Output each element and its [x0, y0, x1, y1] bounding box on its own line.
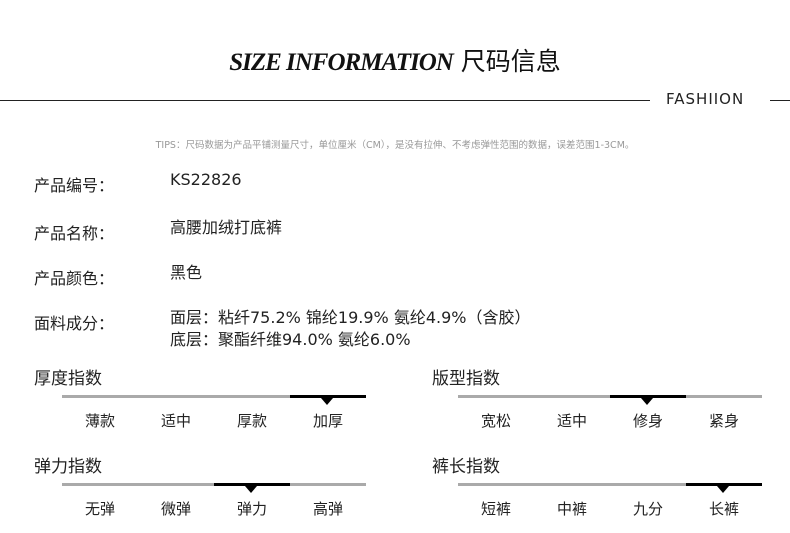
info-key: 产品名称： — [34, 224, 115, 243]
info-key: 产品颜色： — [34, 269, 115, 288]
index-title: 弹力指数 — [34, 457, 102, 477]
divider-right — [770, 100, 790, 101]
index-option: 薄款 — [84, 412, 115, 430]
index-option: 宽松 — [480, 412, 511, 430]
index-marker — [290, 395, 366, 405]
title-en: SIZE INFORMATION — [229, 49, 454, 76]
index-options: 无弹 微弹 弹力 高弹 — [62, 498, 366, 519]
index-option: 适中 — [556, 412, 587, 430]
index-title: 版型指数 — [432, 369, 500, 389]
index-option: 弹力 — [236, 500, 267, 518]
index-marker — [610, 395, 686, 405]
info-value: 高腰加绒打底裤 — [170, 218, 283, 237]
index-option: 加厚 — [312, 412, 343, 430]
fashion-tag: FASHIION — [666, 90, 745, 108]
index-options: 宽松 适中 修身 紧身 — [458, 410, 762, 431]
index-option: 适中 — [160, 412, 191, 430]
index-title: 厚度指数 — [34, 369, 102, 389]
index-option: 九分 — [632, 500, 663, 518]
index-marker — [686, 483, 762, 493]
info-key: 面料成分： — [34, 314, 115, 333]
info-key: 产品编号： — [34, 176, 115, 195]
index-option: 修身 — [632, 412, 663, 430]
index-option: 中裤 — [556, 500, 587, 518]
info-value: 黑色 — [170, 263, 203, 282]
divider — [0, 100, 650, 101]
index-option: 紧身 — [708, 412, 739, 430]
index-option: 微弹 — [160, 500, 191, 518]
index-options: 短裤 中裤 九分 长裤 — [458, 498, 762, 519]
index-option: 高弹 — [312, 500, 343, 518]
index-option: 无弹 — [84, 500, 115, 518]
title-cn: 尺码信息 — [460, 47, 561, 76]
index-title: 裤长指数 — [432, 457, 500, 477]
info-value: KS22826 — [170, 170, 242, 189]
index-options: 薄款 适中 厚款 加厚 — [62, 410, 366, 431]
index-option: 长裤 — [708, 500, 739, 518]
index-option: 短裤 — [480, 500, 511, 518]
index-scale — [458, 483, 762, 493]
index-scale — [62, 395, 366, 405]
page-title: SIZE INFORMATION 尺码信息 — [0, 42, 790, 78]
index-marker — [214, 483, 290, 493]
index-option: 厚款 — [236, 412, 267, 430]
index-scale — [62, 483, 366, 493]
info-value-2: 底层：聚酯纤维94.0% 氨纶6.0% — [170, 330, 411, 349]
info-value: 面层：粘纤75.2% 锦纶19.9% 氨纶4.9%（含胶） — [170, 308, 531, 327]
index-scale — [458, 395, 762, 405]
tips-text: TIPS：尺码数据为产品平铺测量尺寸，单位厘米（CM），是没有拉伸、不考虑弹性范… — [155, 140, 635, 151]
